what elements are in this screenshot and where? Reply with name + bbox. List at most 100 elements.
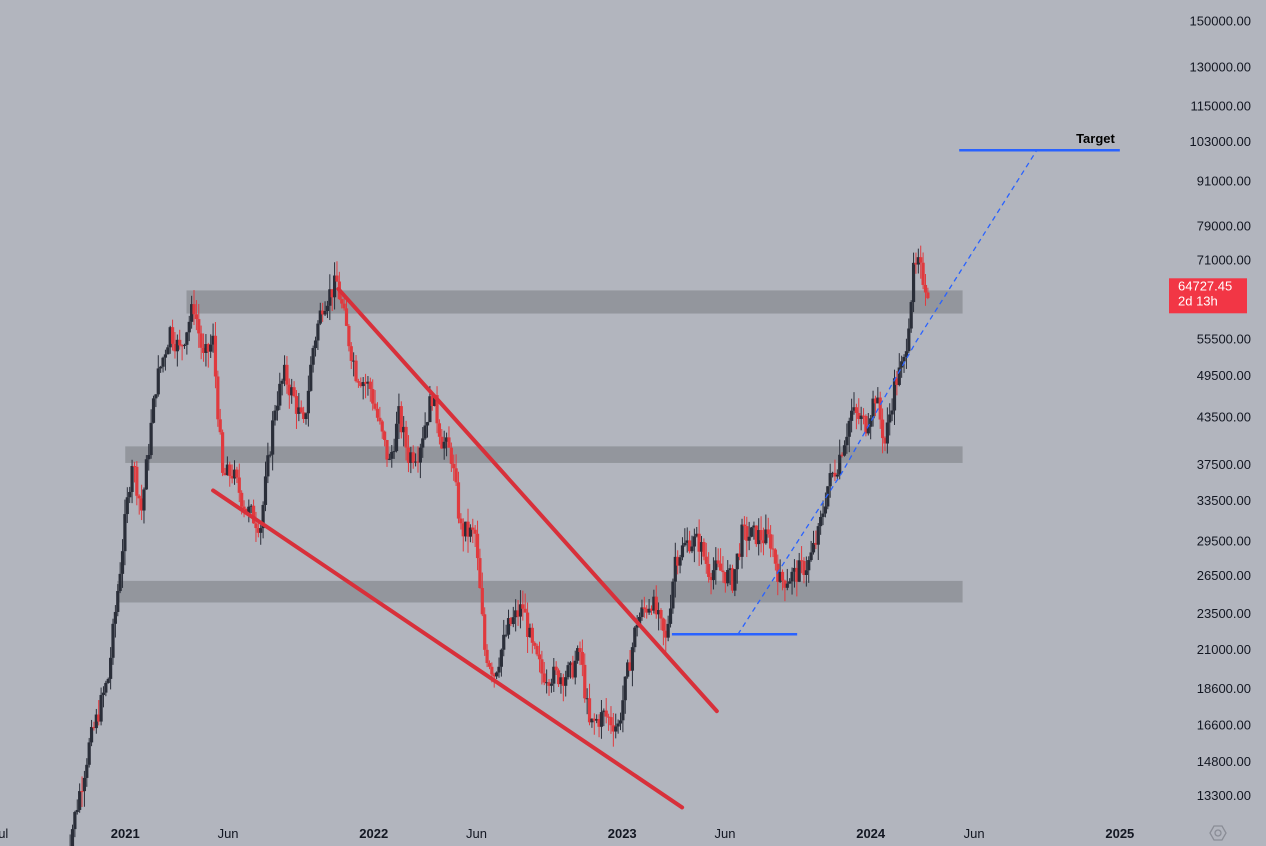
candle-194: [525, 602, 530, 653]
candle-22: [116, 584, 120, 617]
candle-119: [347, 323, 351, 352]
candle-337: [866, 413, 870, 436]
candle-44: [168, 325, 172, 354]
candle-148: [416, 446, 420, 473]
candle-333: [857, 398, 861, 425]
candle-107: [318, 302, 322, 326]
candle-174: [478, 548, 482, 589]
current-price-value: 64727.45: [1178, 278, 1232, 293]
candle-90: [278, 372, 282, 411]
candle-4: [73, 810, 77, 838]
candle-64: [216, 370, 220, 427]
candle-347: [890, 398, 894, 422]
candle-140: [397, 393, 401, 439]
zone-2: [125, 446, 963, 463]
settings-icon[interactable]: [1209, 825, 1227, 841]
candle-31: [137, 494, 141, 515]
candle-165: [456, 471, 461, 524]
candle-332: [854, 403, 858, 430]
candle-262: [688, 530, 692, 554]
candle-264: [692, 528, 696, 563]
y-tick-label: 150000.00: [1190, 14, 1251, 29]
candle-27: [128, 486, 132, 504]
candle-248: [654, 585, 658, 619]
candle-98: [297, 392, 301, 422]
y-tick-label: 14800.00: [1197, 754, 1251, 769]
candle-3: [70, 824, 75, 846]
candle-259: [680, 537, 685, 561]
x-tick-label: Jun: [964, 826, 985, 841]
candle-335: [861, 408, 866, 425]
candle-32: [139, 484, 144, 521]
candle-201: [542, 661, 546, 686]
candle-349: [895, 371, 899, 396]
candle-62: [211, 323, 215, 353]
candle-67: [223, 467, 227, 476]
candle-268: [702, 538, 706, 561]
candle-124: [359, 377, 363, 388]
candle-89: [275, 391, 280, 421]
candle-104: [311, 345, 315, 373]
candle-152: [425, 421, 430, 438]
candle-350: [897, 353, 901, 387]
candle-213: [571, 655, 575, 680]
candle-58: [201, 333, 206, 362]
candle-209: [561, 673, 565, 702]
candle-252: [664, 619, 668, 653]
candle-101: [304, 412, 308, 425]
candle-274: [716, 548, 720, 568]
candle-353: [904, 338, 909, 369]
candle-218: [583, 653, 587, 703]
candle-134: [383, 430, 387, 447]
candle-256: [673, 542, 677, 598]
candle-198: [535, 643, 539, 657]
candle-261: [685, 527, 689, 553]
candle-286: [745, 516, 749, 557]
candle-284: [740, 518, 744, 569]
y-tick-label: 49500.00: [1197, 368, 1251, 383]
candle-210: [564, 670, 568, 697]
y-tick-label: 13300.00: [1197, 788, 1251, 803]
candle-300: [778, 559, 782, 584]
candle-176: [483, 607, 487, 656]
candle-168: [464, 521, 468, 542]
y-tick-label: 21000.00: [1197, 642, 1251, 657]
candle-293: [761, 527, 766, 556]
candle-94: [287, 378, 291, 409]
candle-146: [411, 445, 415, 469]
candle-88: [273, 404, 277, 426]
candle-266: [697, 519, 701, 566]
time-axis[interactable]: Jul 2021 Jun 2022 Jun 2023 Jun 2024 Jun 2025: [0, 826, 1134, 841]
bar-countdown: 2d 13h: [1178, 293, 1218, 308]
candle-149: [418, 443, 422, 479]
candle-359: [919, 245, 923, 279]
price-axis[interactable]: 150000.00 130000.00 115000.00 103000.00 9100…: [1190, 14, 1251, 804]
candle-40: [159, 365, 163, 373]
candle-265: [695, 526, 699, 538]
candle-320: [826, 486, 830, 510]
candle-18: [106, 677, 110, 684]
candle-100: [302, 406, 306, 423]
candle-108: [321, 302, 325, 322]
y-tick-label: 115000.00: [1191, 99, 1252, 114]
y-tick-label: 18600.00: [1197, 681, 1251, 696]
candle-358: [916, 248, 920, 274]
candle-137: [390, 444, 394, 468]
candle-141: [399, 401, 403, 439]
candle-43: [166, 344, 170, 355]
candle-361: [923, 273, 928, 306]
candle-362: [926, 287, 930, 300]
candle-113: [332, 262, 337, 310]
candle-321: [828, 463, 832, 498]
x-tick-label: 2025: [1105, 826, 1134, 841]
candle-131: [375, 402, 380, 422]
candle-17: [104, 680, 108, 697]
candle-254: [668, 594, 673, 628]
candle-21: [113, 605, 117, 638]
candle-65: [218, 408, 222, 435]
candle-118: [344, 297, 349, 327]
candle-188: [511, 606, 515, 628]
candle-114: [335, 261, 339, 282]
candle-279: [728, 564, 732, 585]
